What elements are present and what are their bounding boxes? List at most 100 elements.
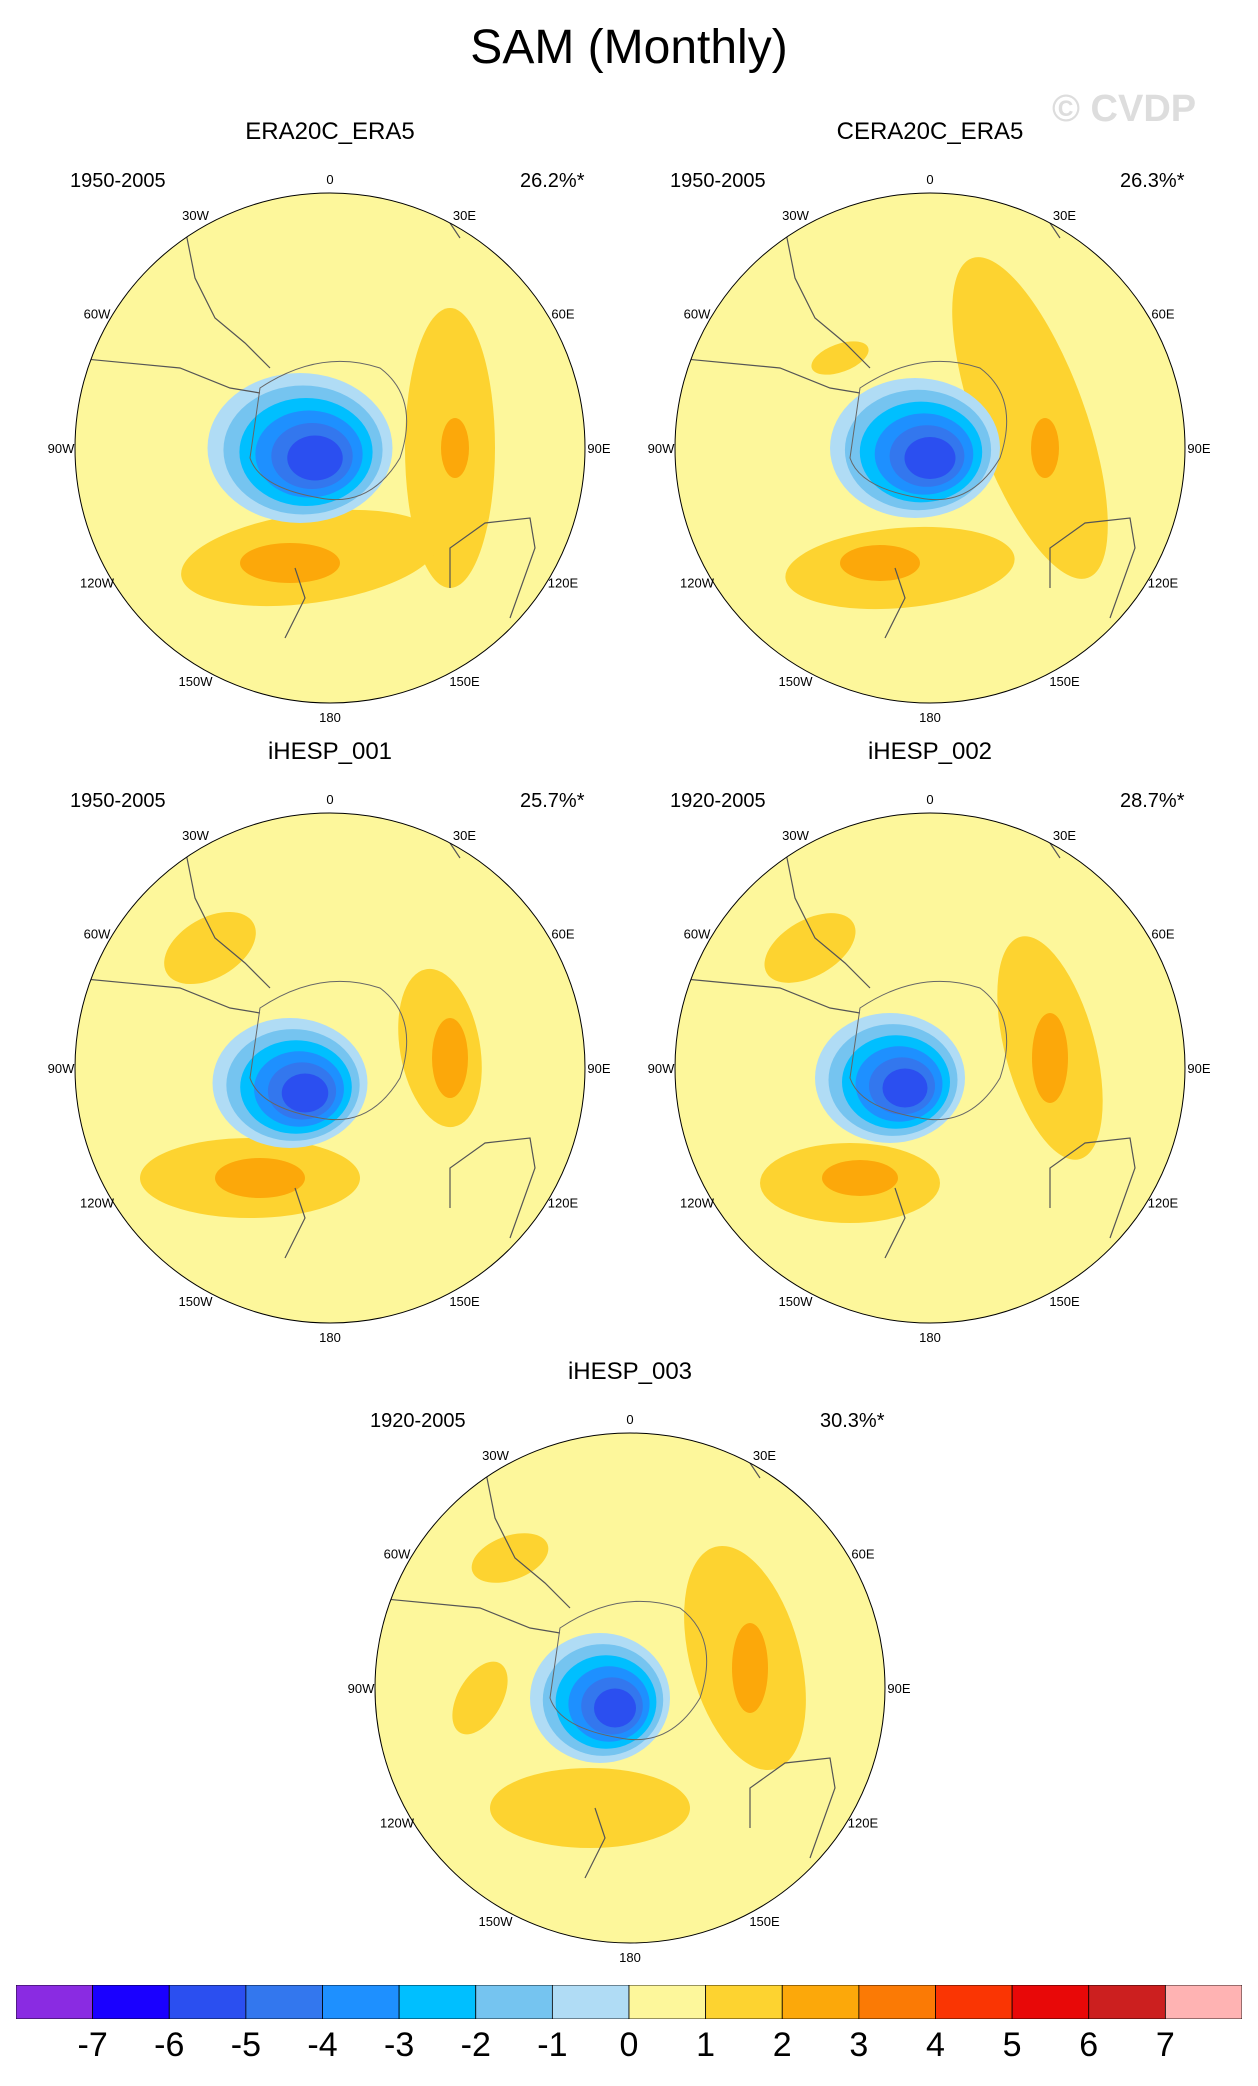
- colorbar-swatch: [322, 1985, 400, 2019]
- colorbar-label: 6: [1079, 2026, 1099, 2064]
- longitude-label: 0: [926, 792, 933, 807]
- panel-percent-variance: 26.3%*: [1120, 170, 1185, 192]
- positive-anomaly-core: [840, 545, 920, 581]
- coastline: [884, 1187, 906, 1259]
- panel-percent-variance: 28.7%*: [1120, 790, 1185, 812]
- positive-anomaly-core: [215, 1158, 305, 1198]
- panel-years: 1920-2005: [370, 1410, 466, 1432]
- watermark: © CVDP: [1052, 88, 1197, 130]
- colorbar-swatch: [245, 1985, 323, 2019]
- positive-anomaly-core: [432, 1018, 468, 1098]
- coastline: [479, 1442, 571, 1609]
- longitude-label: 0: [926, 172, 933, 187]
- positive-anomaly-lobe: [164, 911, 256, 985]
- panel-years: 1950-2005: [70, 790, 166, 812]
- colorbar-swatch: [475, 1985, 553, 2019]
- longitude-label: 30E: [753, 1448, 776, 1463]
- colorbar-label: 7: [1155, 2026, 1175, 2064]
- colorbar-label: -2: [460, 2026, 491, 2064]
- longitude-label: 30E: [1053, 828, 1076, 843]
- panel-title: iHESP_001: [267, 738, 393, 765]
- panel-years: 1950-2005: [70, 170, 166, 192]
- longitude-label: 90E: [1187, 441, 1210, 456]
- coastline: [749, 1757, 836, 1859]
- longitude-label: 150W: [179, 674, 214, 689]
- longitude-label: 30E: [453, 208, 476, 223]
- longitude-label: 30E: [453, 828, 476, 843]
- longitude-label: 60E: [1151, 927, 1174, 942]
- longitude-label: 60E: [1151, 307, 1174, 322]
- colorbar-swatch: [168, 1985, 247, 2019]
- map-border: [674, 812, 1186, 1324]
- longitude-label: 150E: [1049, 674, 1080, 689]
- longitude-label: 120E: [548, 1196, 579, 1211]
- panel-title: CERA20C_ERA5: [836, 118, 1024, 145]
- longitude-label: 60W: [684, 927, 711, 942]
- longitude-label: 120W: [380, 1816, 415, 1831]
- longitude-label: 60W: [84, 307, 111, 322]
- colorbar-label: 0: [619, 2026, 639, 2064]
- longitude-label: 0: [626, 1412, 633, 1427]
- colorbar-label: 1: [696, 2026, 716, 2064]
- longitude-label: 150E: [449, 674, 480, 689]
- longitude-label: 90E: [1187, 1061, 1210, 1076]
- longitude-label: 120W: [80, 1196, 115, 1211]
- colorbar-swatch: [1011, 1985, 1090, 2019]
- antarctica-outline: [249, 980, 408, 1121]
- positive-anomaly-core: [1032, 1013, 1068, 1103]
- longitude-label: 90W: [648, 441, 675, 456]
- longitude-label: 30W: [782, 828, 809, 843]
- coastline: [179, 202, 271, 369]
- longitude-label: 180: [919, 710, 941, 725]
- coastline: [779, 822, 871, 989]
- longitude-label: 120E: [848, 1816, 879, 1831]
- coastline: [884, 567, 906, 639]
- coastline: [1099, 207, 1116, 219]
- colorbar-swatch: [398, 1985, 477, 2019]
- positive-anomaly-core: [441, 418, 469, 478]
- positive-anomaly-core: [1031, 418, 1059, 478]
- coastline: [499, 827, 516, 839]
- panel-percent-variance: 25.7%*: [520, 790, 585, 812]
- coastline: [75, 977, 261, 1014]
- coastline: [284, 1187, 306, 1259]
- longitude-label: 150W: [479, 1914, 514, 1929]
- coastline: [75, 357, 261, 394]
- positive-anomaly-lobe: [490, 1768, 690, 1848]
- longitude-label: 30W: [182, 828, 209, 843]
- longitude-label: 180: [919, 1330, 941, 1345]
- longitude-label: 0: [326, 172, 333, 187]
- polar-map: 0 30E 60E 90E 120E 150E 180 150W 120W 90W 60W 30W: [648, 172, 1211, 725]
- map-border: [74, 192, 586, 704]
- coastline: [179, 822, 271, 989]
- longitude-label: 90W: [648, 1061, 675, 1076]
- positive-anomaly-lobe: [764, 913, 856, 983]
- positive-anomaly-core: [240, 543, 340, 583]
- positive-anomaly-lobe: [811, 341, 869, 375]
- colorbar-swatch: [628, 1985, 707, 2019]
- longitude-label: 150E: [1049, 1294, 1080, 1309]
- negative-anomaly-level: [287, 435, 343, 481]
- longitude-label: 180: [619, 1950, 641, 1965]
- longitude-label: 60W: [684, 307, 711, 322]
- longitude-label: 90W: [48, 1061, 75, 1076]
- longitude-label: 60E: [551, 307, 574, 322]
- longitude-label: 60E: [851, 1547, 874, 1562]
- coastline: [1099, 827, 1116, 839]
- longitude-label: 90W: [48, 441, 75, 456]
- colorbar-label: -3: [384, 2026, 415, 2064]
- colorbar-label: 3: [849, 2026, 869, 2064]
- colorbar-swatch: [781, 1985, 860, 2019]
- coastline: [584, 1807, 606, 1879]
- positive-anomaly-core: [822, 1160, 898, 1196]
- longitude-label: 180: [319, 710, 341, 725]
- coastline: [499, 207, 516, 219]
- negative-anomaly-level: [882, 1068, 928, 1108]
- panel-percent-variance: 30.3%*: [820, 1410, 885, 1432]
- map-panel-ihesp-002: iHESP_002 1920-2005 28.7%* 0 30E 60E 90E 120…: [630, 738, 1230, 1358]
- coastline: [449, 1137, 536, 1239]
- positive-anomaly-lobe: [952, 257, 1108, 579]
- colorbar-swatch: [935, 1985, 1013, 2019]
- longitude-label: 30W: [482, 1448, 509, 1463]
- page-title: SAM (Monthly): [470, 21, 788, 74]
